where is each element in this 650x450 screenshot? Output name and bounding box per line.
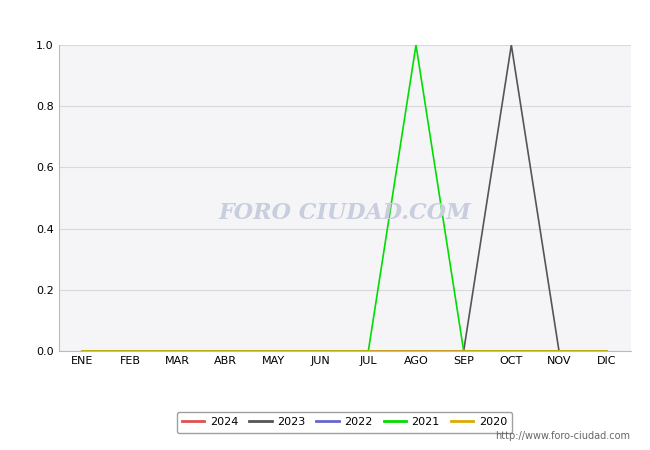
Legend: 2024, 2023, 2022, 2021, 2020: 2024, 2023, 2022, 2021, 2020 xyxy=(177,412,512,433)
Text: http://www.foro-ciudad.com: http://www.foro-ciudad.com xyxy=(495,431,630,441)
Text: Matriculaciones de Vehiculos en Valle de Lierp: Matriculaciones de Vehiculos en Valle de… xyxy=(133,10,517,28)
Text: FORO CIUDAD.COM: FORO CIUDAD.COM xyxy=(218,202,471,224)
